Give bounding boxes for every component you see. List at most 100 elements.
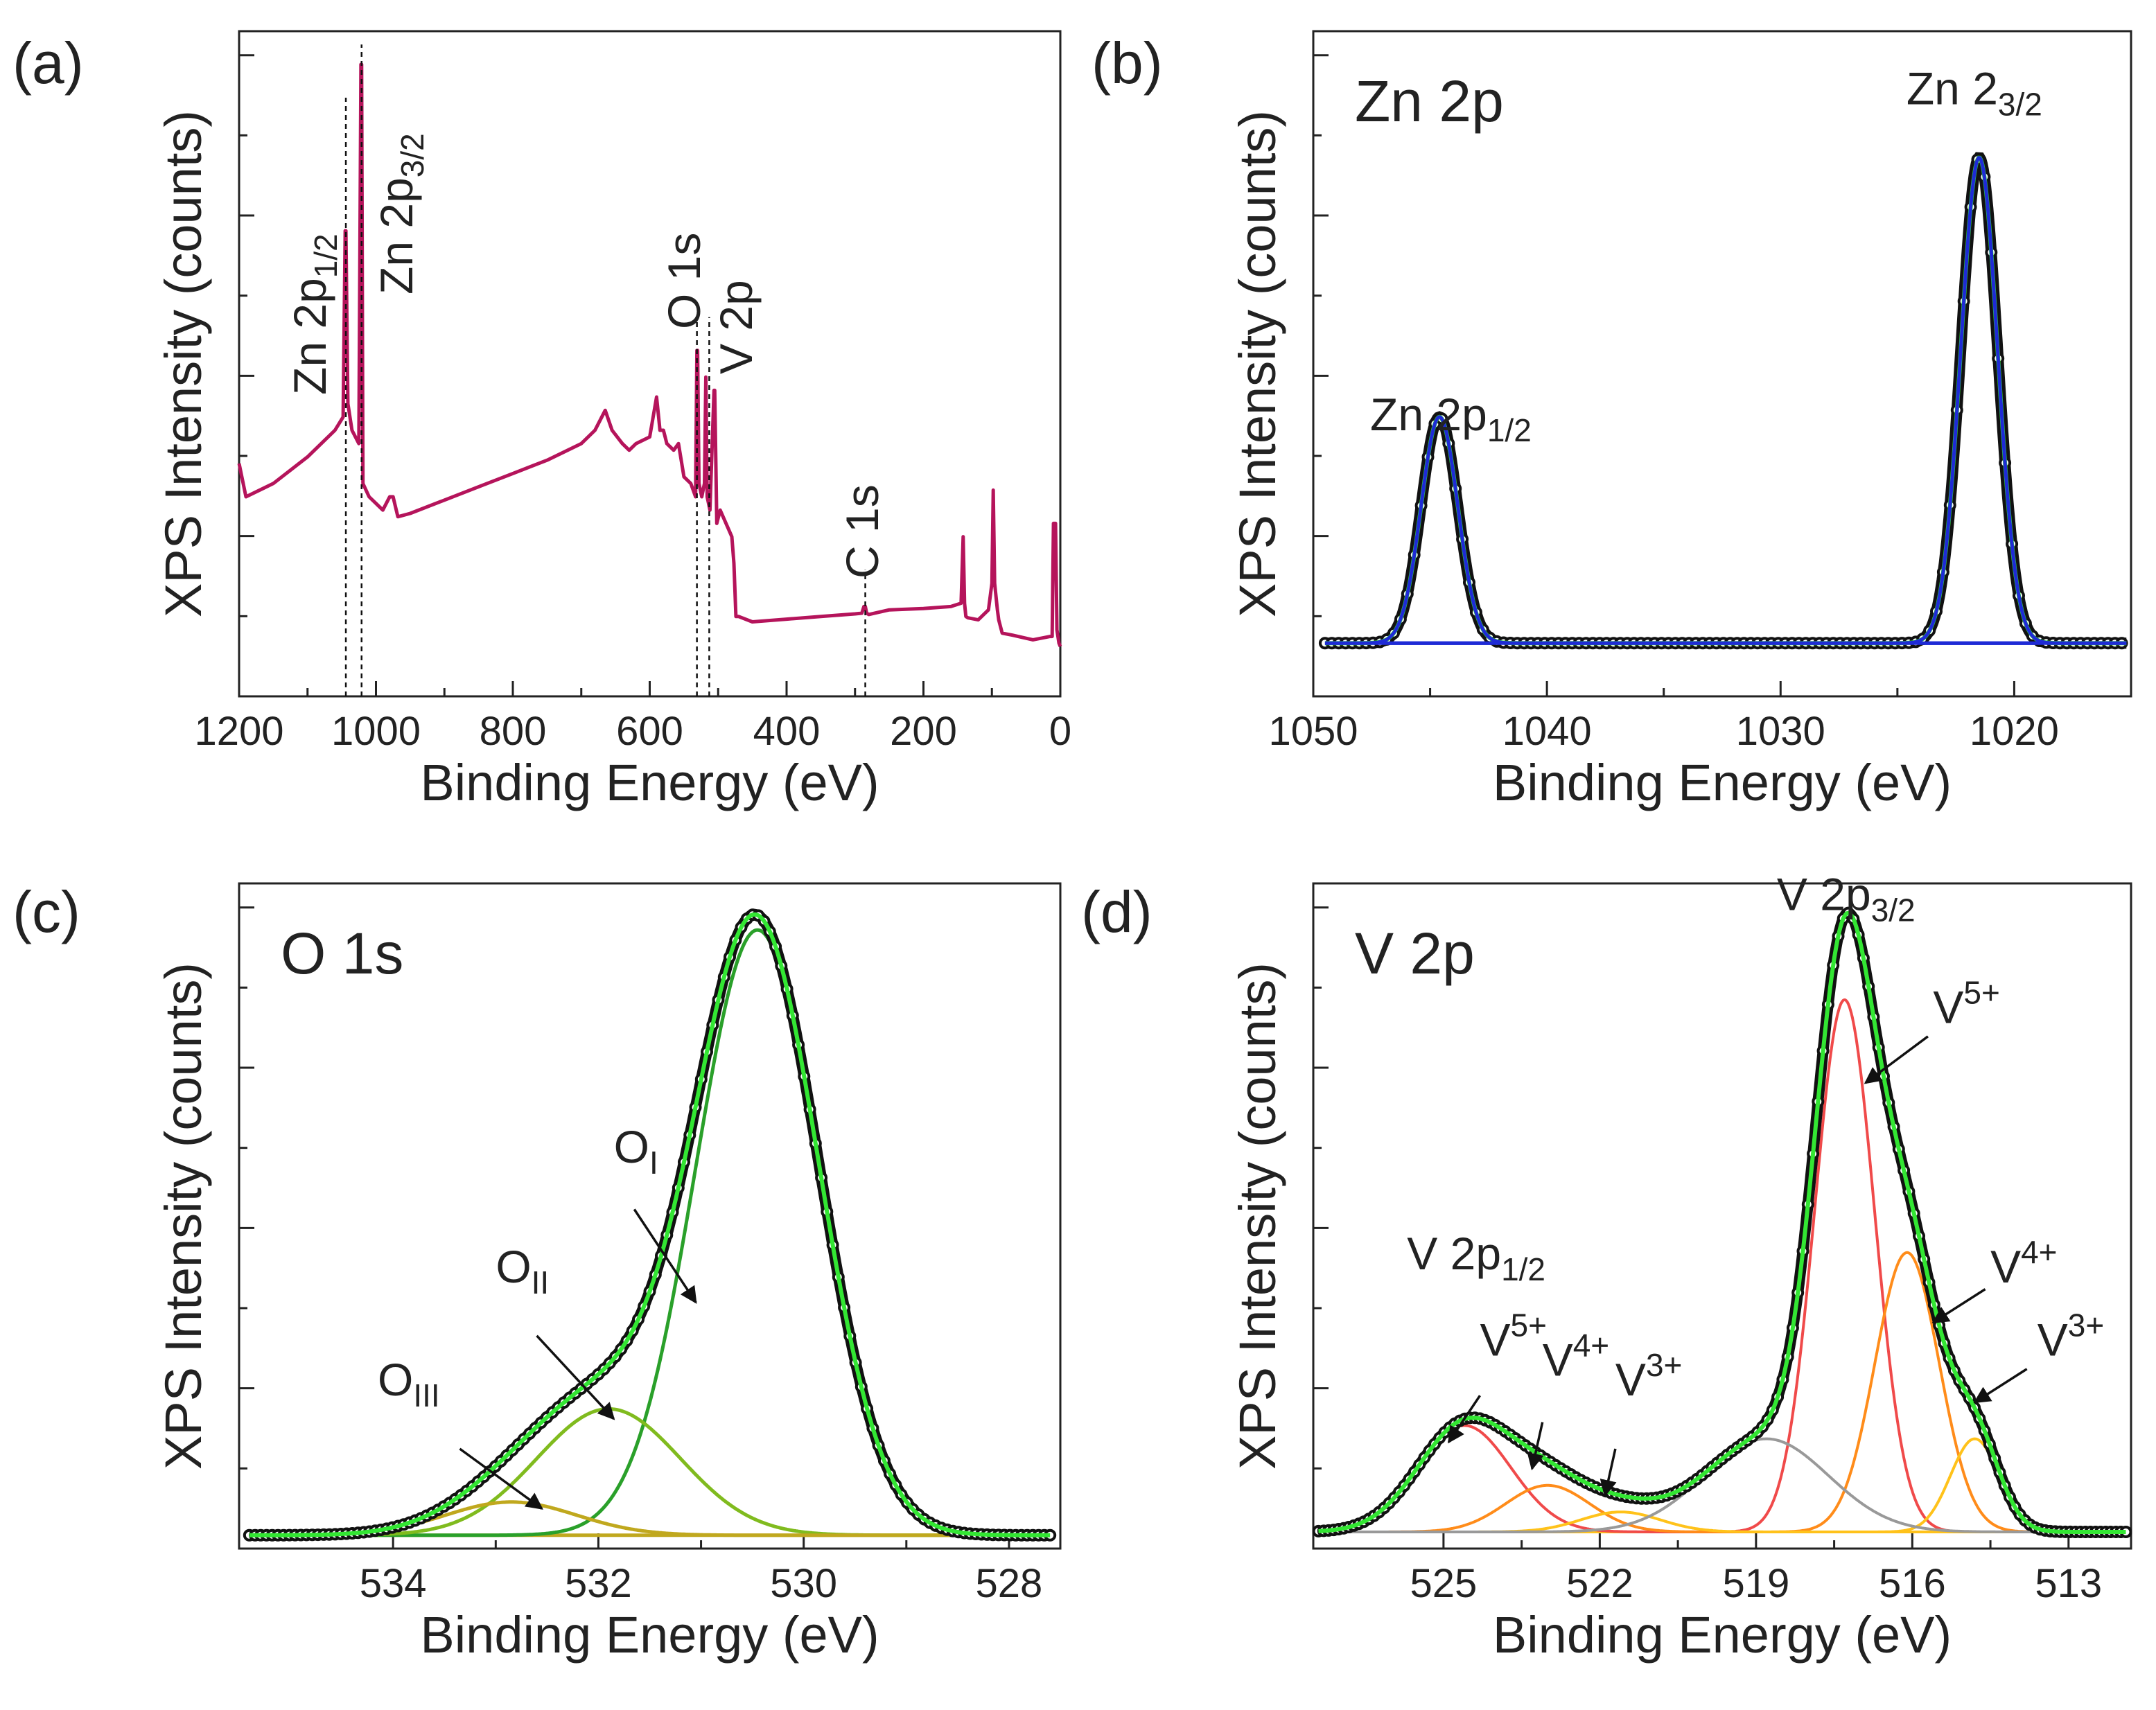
x-axis-title: Binding Energy (eV): [420, 1606, 879, 1664]
y-axis-title: XPS Intensity (counts): [1229, 110, 1286, 617]
annotation-sub: III: [413, 1377, 439, 1413]
x-tick-label: 1040: [1502, 709, 1592, 754]
annotation-sub: 4+: [2021, 1234, 2057, 1270]
y-axis-title: XPS Intensity (counts): [155, 962, 212, 1470]
oxidation-label: V3+: [2037, 1307, 2104, 1366]
annotation-main: V 2p: [1777, 868, 1871, 919]
x-tick-label: 532: [565, 1561, 632, 1606]
fitted-envelope: [1318, 910, 2126, 1534]
annotation-main: V 2p: [710, 280, 762, 374]
annotation-arrow: [1447, 1395, 1481, 1444]
x-axis-title: Binding Energy (eV): [420, 754, 879, 811]
panel-title: V 2p: [1355, 921, 1475, 986]
x-tick-label: 800: [480, 709, 547, 754]
panel-letter: (a): [12, 30, 84, 96]
annotation-sub: 1/2: [1487, 412, 1532, 448]
panel-letter: (b): [1092, 30, 1163, 96]
x-tick-label: 1050: [1268, 709, 1358, 754]
y-axis-title: XPS Intensity (counts): [1229, 962, 1286, 1470]
annotation-arrow: [459, 1447, 543, 1510]
x-tick-label: 516: [1879, 1561, 1946, 1606]
peak-label: Zn 2p1/2: [284, 233, 344, 395]
annotation-sub: 4+: [1573, 1327, 1609, 1363]
peak-label: V 2p3/2: [1777, 868, 1916, 928]
y-axis-title: XPS Intensity (counts): [155, 110, 212, 617]
x-tick-label: 400: [753, 709, 821, 754]
annotation-sub: I: [649, 1145, 658, 1181]
panel-a: (a) 1200 1000 800 600 400 200 0 Binding Energy (…: [12, 30, 1071, 811]
peak-label: Zn 2p1/2: [1370, 389, 1532, 448]
x-tick-label: 200: [890, 709, 957, 754]
annotation-sub: 1/2: [308, 233, 344, 278]
x-tick-label: 1030: [1736, 709, 1825, 754]
panel-c: (c) 534 532 530 528 Binding Energy (eV) XPS In…: [12, 879, 1062, 1664]
annotation-main: Zn 2: [1907, 63, 1998, 114]
peak-label: C 1s: [836, 484, 888, 579]
component-label: OIII: [378, 1354, 440, 1413]
x-tick-label: 600: [616, 709, 683, 754]
x-tick-label: 519: [1722, 1561, 1789, 1606]
annotation-main: Zn 2p: [371, 177, 422, 294]
o-ii-component: [249, 1407, 1051, 1537]
annotation-sub: II: [532, 1264, 550, 1301]
annotation-main: V: [1543, 1334, 1573, 1385]
x-axis-title: Binding Energy (eV): [1493, 754, 1952, 811]
annotation-main: V 2p: [1407, 1228, 1501, 1279]
zn-2p32-component-overlay: [1324, 156, 2127, 645]
x-axis-title: Binding Energy (eV): [1493, 1606, 1952, 1664]
annotation-sub: 3/2: [1871, 892, 1916, 928]
component-label: OII: [496, 1241, 549, 1301]
annotation-main: O 1s: [658, 233, 710, 329]
annotation-sub: 1/2: [1501, 1251, 1545, 1287]
peak-label: V 2p: [710, 280, 762, 374]
plot-frame: [1312, 882, 2132, 1550]
annotation-sub: 5+: [1963, 975, 1999, 1011]
panel-title: O 1s: [281, 921, 403, 986]
survey-spectrum-line: [237, 62, 1062, 647]
annotation-main: V: [2037, 1314, 2068, 1366]
x-tick-label: 1200: [194, 709, 283, 754]
annotation-arrow: [1973, 1368, 2028, 1404]
panel-letter: (d): [1081, 879, 1153, 944]
annotation-arrow: [1527, 1422, 1544, 1471]
annotation-main: O: [614, 1121, 649, 1172]
annotation-arrow: [1864, 1035, 1929, 1084]
annotation-arrow: [536, 1334, 615, 1420]
annotation-main: V: [1480, 1314, 1511, 1366]
oxidation-label: V5+: [1480, 1307, 1547, 1366]
annotation-sub: 3/2: [394, 133, 430, 177]
x-tick-label: 534: [360, 1561, 427, 1606]
annotation-arrow: [1600, 1448, 1617, 1497]
oxidation-label: V5+: [1933, 975, 1999, 1033]
annotation-main: V: [1933, 982, 1963, 1033]
oxidation-label: V3+: [1615, 1347, 1682, 1405]
annotation-sub: 5+: [1511, 1307, 1547, 1343]
annotation-main: O: [378, 1354, 413, 1405]
x-tick-label: 1000: [331, 709, 421, 754]
annotation-arrow: [1931, 1288, 1986, 1324]
panel-d: (d) 525 522 519 516 513 Binding Energy (eV) XPS…: [1081, 868, 2132, 1664]
x-tick-label: 1020: [1970, 709, 2059, 754]
plot-frame: [1312, 30, 2132, 698]
annotation-sub: 3+: [1646, 1347, 1682, 1383]
oxidation-label: V4+: [1990, 1234, 2057, 1292]
annotation-main: O: [496, 1241, 531, 1292]
plot-frame: [238, 882, 1062, 1550]
x-tick-label: 522: [1566, 1561, 1633, 1606]
x-tick-label: 513: [2035, 1561, 2102, 1606]
fitted-envelope: [249, 912, 1051, 1537]
annotation-main: Zn 2p: [1370, 389, 1487, 440]
peak-label: O 1s: [658, 233, 710, 329]
x-tick-label: 528: [976, 1561, 1043, 1606]
x-tick-label: 525: [1410, 1561, 1478, 1606]
annotation-sub: 3+: [2068, 1307, 2104, 1343]
peak-label: V 2p1/2: [1407, 1228, 1545, 1287]
annotation-sub: 3/2: [1998, 87, 2042, 123]
annotation-main: Zn 2p: [284, 278, 335, 395]
panel-letter: (c): [12, 879, 80, 944]
x-tick-label: 0: [1049, 709, 1071, 754]
measured-data-band: [249, 908, 1051, 1541]
component-label: OI: [614, 1121, 658, 1181]
panel-title: Zn 2p: [1355, 69, 1504, 134]
